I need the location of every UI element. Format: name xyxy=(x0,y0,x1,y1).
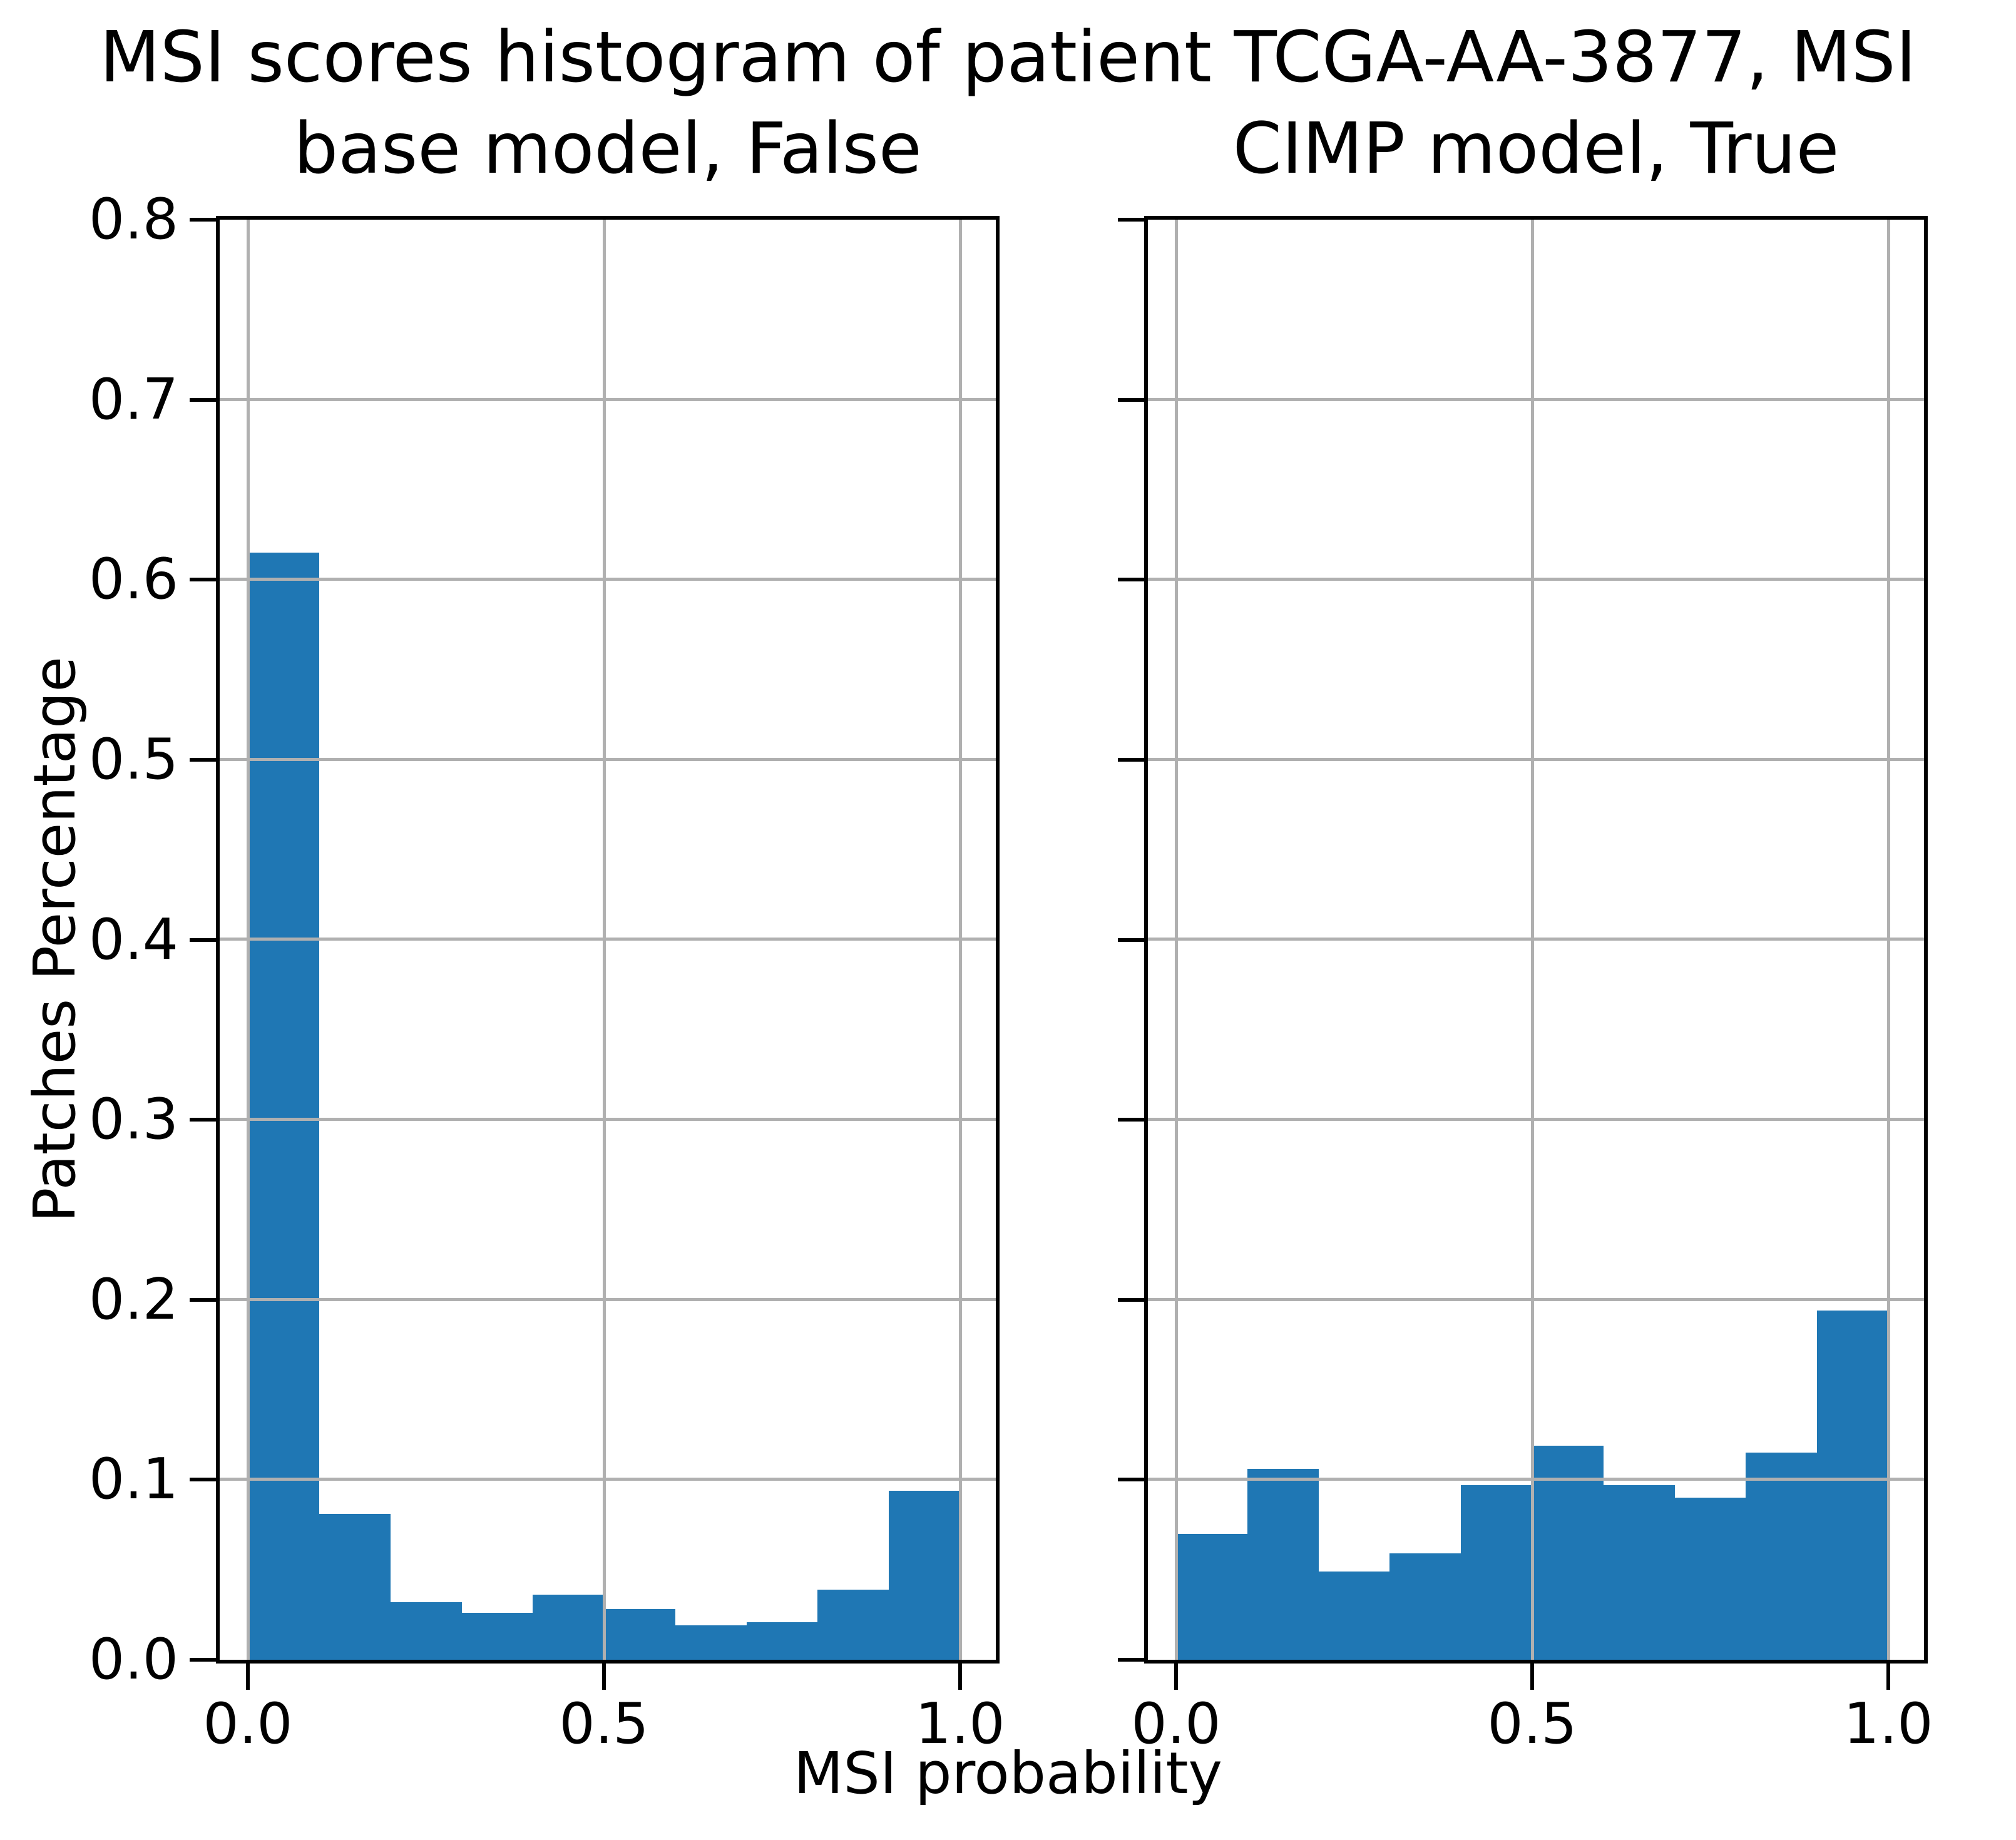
histogram-bar xyxy=(1746,1453,1818,1660)
y-tick-mark xyxy=(1118,1478,1144,1481)
axes-base-model: base model, False 0.0 0.5 1.0 0.0 0.1 0.2 0.3 0… xyxy=(89,114,1005,1752)
x-tick-mark xyxy=(602,1664,606,1690)
y-tick-label: 0.7 xyxy=(88,367,178,432)
histogram-bar xyxy=(1389,1553,1461,1660)
y-tick-label: 0.8 xyxy=(88,187,178,252)
y-tick-mark xyxy=(1118,1118,1144,1122)
y-tick-mark xyxy=(1118,578,1144,581)
y-gridline xyxy=(220,1478,996,1481)
histogram-bar xyxy=(1176,1534,1247,1660)
histogram-bar xyxy=(390,1602,462,1660)
x-tick-label: 1.0 xyxy=(915,1691,1005,1757)
y-tick-label: 0.2 xyxy=(88,1267,178,1332)
y-tick-label: 0.6 xyxy=(88,546,178,612)
histogram-bar xyxy=(248,553,319,1660)
x-gridline xyxy=(1887,220,1890,1660)
y-tick-mark xyxy=(190,398,216,402)
histogram-bar xyxy=(1817,1311,1889,1660)
histogram-bar xyxy=(461,1613,533,1660)
axes-cimp-model: CIMP model, True 0.0 0.5 1.0 xyxy=(1118,114,1933,1752)
histogram-bar xyxy=(533,1595,605,1660)
y-tick-mark xyxy=(1118,1658,1144,1662)
histogram-bar xyxy=(1603,1485,1675,1660)
y-tick-label: 0.4 xyxy=(88,907,178,973)
y-gridline xyxy=(1148,1478,1924,1481)
x-gridline xyxy=(1531,220,1534,1660)
x-tick-label: 0.5 xyxy=(1487,1691,1577,1757)
x-gridline xyxy=(247,220,250,1660)
histogram-bar xyxy=(1674,1498,1746,1660)
y-tick-label: 0.5 xyxy=(88,727,178,792)
y-gridline xyxy=(1148,1298,1924,1301)
plot-area-base-model xyxy=(216,216,1000,1664)
x-tick-mark xyxy=(958,1664,962,1690)
y-tick-mark xyxy=(190,758,216,762)
y-tick-mark xyxy=(1118,758,1144,762)
y-tick-mark xyxy=(190,1118,216,1122)
x-gridline xyxy=(1175,220,1178,1660)
histogram-bar xyxy=(889,1491,961,1660)
y-tick-mark xyxy=(190,578,216,581)
y-gridline xyxy=(1148,938,1924,941)
y-tick-label: 0.0 xyxy=(88,1627,178,1692)
subplot-title-base-model: base model, False xyxy=(294,108,922,190)
x-tick-mark xyxy=(1174,1664,1178,1690)
histogram-bar xyxy=(319,1514,391,1660)
histogram-bar xyxy=(746,1622,818,1660)
histogram-bar xyxy=(1247,1469,1319,1660)
histogram-bar xyxy=(1532,1446,1604,1660)
y-gridline xyxy=(220,758,996,761)
x-tick-mark xyxy=(1530,1664,1534,1690)
y-tick-mark xyxy=(190,1658,216,1662)
x-tick-mark xyxy=(246,1664,250,1690)
y-gridline xyxy=(220,1118,996,1121)
y-tick-mark xyxy=(1118,398,1144,402)
figure-title: MSI scores histogram of patient TCGA-AA-… xyxy=(100,17,1916,98)
y-tick-mark xyxy=(1118,938,1144,942)
x-tick-label: 0.0 xyxy=(1131,1691,1221,1757)
y-gridline xyxy=(1148,758,1924,761)
y-tick-label: 0.3 xyxy=(88,1086,178,1152)
y-gridline xyxy=(220,398,996,401)
histogram-bar xyxy=(1318,1572,1390,1660)
histogram-bar xyxy=(1461,1485,1533,1660)
y-tick-mark xyxy=(190,218,216,222)
x-tick-label: 1.0 xyxy=(1843,1691,1933,1757)
y-gridline xyxy=(1148,398,1924,401)
y-tick-mark xyxy=(1118,1298,1144,1302)
x-gridline xyxy=(603,220,606,1660)
y-gridline xyxy=(220,1298,996,1301)
y-tick-mark xyxy=(190,1298,216,1302)
y-gridline xyxy=(220,578,996,581)
histogram-bar xyxy=(604,1609,675,1660)
x-tick-label: 0.0 xyxy=(203,1691,293,1757)
plot-area-cimp-model xyxy=(1144,216,1928,1664)
y-tick-mark xyxy=(1118,218,1144,222)
y-gridline xyxy=(1148,578,1924,581)
y-tick-mark xyxy=(190,938,216,942)
x-tick-label: 0.5 xyxy=(559,1691,649,1757)
y-tick-mark xyxy=(190,1478,216,1481)
x-axis-label: MSI probability xyxy=(793,1740,1222,1807)
y-gridline xyxy=(220,938,996,941)
y-gridline xyxy=(1148,1118,1924,1121)
y-tick-label: 0.1 xyxy=(88,1446,178,1512)
x-gridline xyxy=(959,220,962,1660)
histogram-bar xyxy=(817,1590,889,1660)
x-tick-mark xyxy=(1886,1664,1890,1690)
histogram-bar xyxy=(675,1625,747,1660)
subplot-title-cimp-model: CIMP model, True xyxy=(1232,108,1839,190)
